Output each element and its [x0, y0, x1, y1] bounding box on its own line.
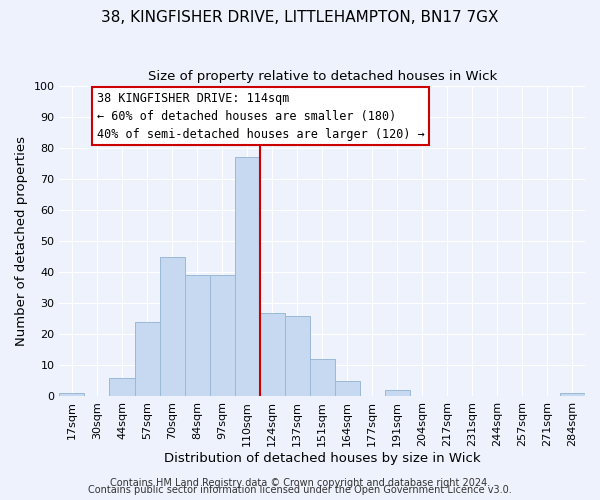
Bar [160, 256, 185, 396]
Bar [185, 275, 209, 396]
Bar [310, 359, 335, 397]
Bar [134, 322, 160, 396]
Title: Size of property relative to detached houses in Wick: Size of property relative to detached ho… [148, 70, 497, 83]
Bar [560, 394, 585, 396]
Bar [284, 316, 310, 396]
Bar [235, 157, 260, 396]
Bar [335, 381, 360, 396]
Bar [59, 394, 85, 396]
X-axis label: Distribution of detached houses by size in Wick: Distribution of detached houses by size … [164, 452, 481, 465]
Bar [385, 390, 410, 396]
Text: 38 KINGFISHER DRIVE: 114sqm
← 60% of detached houses are smaller (180)
40% of se: 38 KINGFISHER DRIVE: 114sqm ← 60% of det… [97, 92, 425, 141]
Bar [109, 378, 134, 396]
Bar [209, 275, 235, 396]
Y-axis label: Number of detached properties: Number of detached properties [15, 136, 28, 346]
Text: Contains HM Land Registry data © Crown copyright and database right 2024.: Contains HM Land Registry data © Crown c… [110, 478, 490, 488]
Text: 38, KINGFISHER DRIVE, LITTLEHAMPTON, BN17 7GX: 38, KINGFISHER DRIVE, LITTLEHAMPTON, BN1… [101, 10, 499, 25]
Bar [260, 312, 284, 396]
Text: Contains public sector information licensed under the Open Government Licence v3: Contains public sector information licen… [88, 485, 512, 495]
